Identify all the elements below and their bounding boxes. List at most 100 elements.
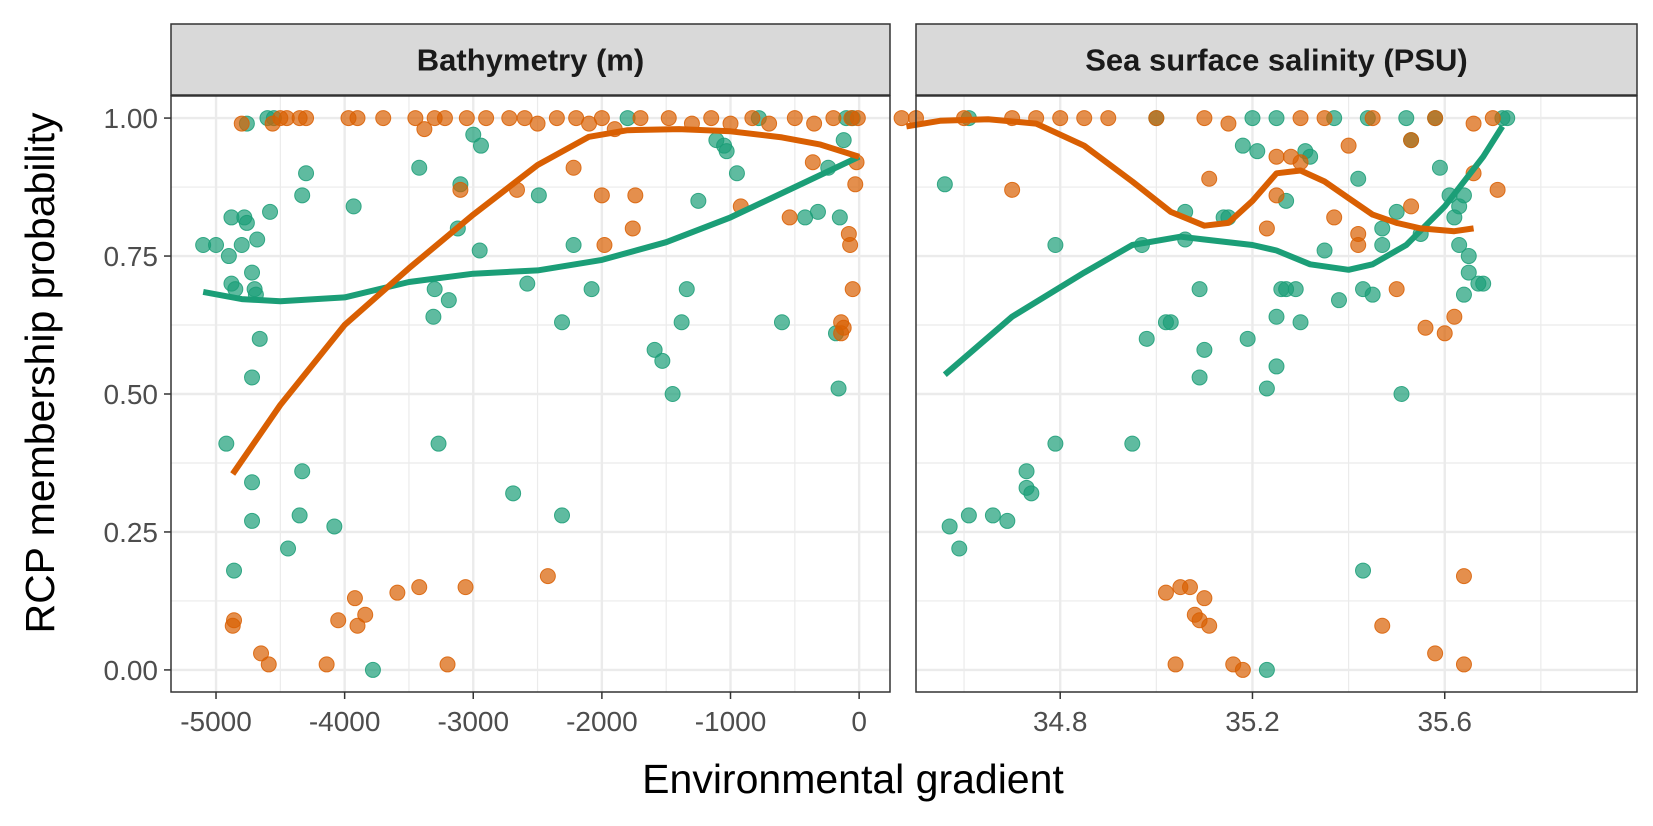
data-point-orange xyxy=(1076,110,1093,127)
data-point-green xyxy=(1162,314,1179,331)
data-point-green xyxy=(465,126,482,143)
data-point-green xyxy=(1124,435,1141,452)
data-point-green xyxy=(251,330,268,347)
data-point-orange xyxy=(593,187,610,204)
smooth-line-orange xyxy=(230,126,860,476)
data-point-green xyxy=(809,203,826,220)
data-point-green xyxy=(1258,380,1275,397)
data-point-orange xyxy=(627,187,644,204)
data-point-orange xyxy=(1100,110,1117,127)
x-tick-label: -4000 xyxy=(309,706,381,737)
data-point-orange xyxy=(457,579,474,596)
data-point-orange xyxy=(1340,137,1357,154)
data-point-orange xyxy=(1350,237,1367,253)
data-point-green xyxy=(554,507,571,524)
data-point-orange xyxy=(389,584,406,601)
data-point-orange xyxy=(565,159,582,176)
data-point-orange xyxy=(1403,132,1420,149)
data-point-orange xyxy=(844,281,861,298)
data-point-orange xyxy=(346,590,363,607)
x-tick-label: 35.2 xyxy=(1225,706,1280,737)
data-point-green xyxy=(565,237,582,253)
data-point-green xyxy=(244,264,261,281)
data-point-orange xyxy=(349,110,366,127)
data-point-orange xyxy=(849,110,866,127)
data-point-orange xyxy=(744,110,761,127)
data-point-green xyxy=(728,165,745,182)
data-point-orange xyxy=(264,115,281,132)
data-point-green xyxy=(426,281,443,298)
data-point-green xyxy=(583,281,600,298)
data-point-green xyxy=(1239,330,1256,347)
y-axis: 0.00 0.25 0.50 0.75 1.00 xyxy=(104,103,171,686)
data-point-green xyxy=(472,137,489,154)
data-point-orange xyxy=(407,110,424,127)
data-point-orange xyxy=(1388,281,1405,298)
data-point-orange xyxy=(660,110,677,127)
data-point-green xyxy=(1460,264,1477,281)
data-point-green xyxy=(220,248,237,265)
data-point-orange xyxy=(632,110,649,127)
facet-strip xyxy=(915,23,1638,96)
data-point-orange xyxy=(357,606,374,623)
data-point-orange xyxy=(1181,579,1198,596)
data-point-green xyxy=(262,203,279,220)
data-point-orange xyxy=(529,115,546,132)
data-point-green xyxy=(951,540,968,557)
data-point-green xyxy=(1244,110,1261,127)
data-point-orange xyxy=(1465,115,1482,132)
data-point-green xyxy=(294,463,311,480)
data-point-orange xyxy=(786,110,803,127)
data-point-green xyxy=(673,314,690,331)
data-point-orange xyxy=(624,220,641,237)
data-point-green xyxy=(430,435,447,452)
data-point-orange xyxy=(781,209,798,226)
data-point-orange xyxy=(1484,110,1501,127)
data-point-green xyxy=(941,518,958,535)
data-point-green xyxy=(1287,281,1304,298)
data-point-orange xyxy=(1455,568,1472,585)
data-point-green xyxy=(1047,237,1064,253)
data-point-orange xyxy=(1436,325,1453,342)
data-point-green xyxy=(936,176,953,193)
data-point-orange xyxy=(1004,181,1021,198)
data-point-green xyxy=(554,314,571,331)
data-point-orange xyxy=(842,237,859,253)
data-point-green xyxy=(718,143,735,160)
data-point-green xyxy=(1191,369,1208,386)
data-point-orange xyxy=(1196,590,1213,607)
data-point-orange xyxy=(1427,645,1444,662)
data-point-green xyxy=(1374,237,1391,253)
data-point-green xyxy=(244,369,261,386)
data-point-orange xyxy=(260,656,277,673)
data-point-green xyxy=(530,187,547,204)
data-point-orange xyxy=(835,319,852,336)
data-point-green xyxy=(238,214,255,231)
y-tick-label: 1.00 xyxy=(104,103,159,134)
data-point-orange xyxy=(847,176,864,193)
data-point-green xyxy=(1455,286,1472,303)
x-tick-label: -2000 xyxy=(566,706,638,737)
data-point-green xyxy=(519,275,536,292)
data-point-orange xyxy=(452,181,469,198)
data-point-green xyxy=(505,485,522,502)
data-point-green xyxy=(1268,110,1285,127)
x-tick-label: -3000 xyxy=(437,706,509,737)
data-point-green xyxy=(1355,562,1372,579)
data-point-orange xyxy=(416,121,433,138)
data-point-green xyxy=(646,341,663,358)
data-point-green xyxy=(233,237,250,253)
data-point-orange xyxy=(806,115,823,132)
data-point-green xyxy=(1364,286,1381,303)
data-point-green xyxy=(244,512,261,529)
data-point-green xyxy=(364,661,381,678)
data-point-orange xyxy=(1234,661,1251,678)
data-point-orange xyxy=(1326,209,1343,226)
panel-bathymetry: Bathymetry (m) -5000 -4000 -3000 -2000 -1000 0 xyxy=(170,23,891,737)
data-point-orange xyxy=(1403,198,1420,215)
data-point-orange xyxy=(1489,181,1506,198)
data-point-green xyxy=(1451,237,1468,253)
data-point-orange xyxy=(1167,656,1184,673)
data-point-orange xyxy=(458,110,475,127)
data-point-green xyxy=(411,159,428,176)
